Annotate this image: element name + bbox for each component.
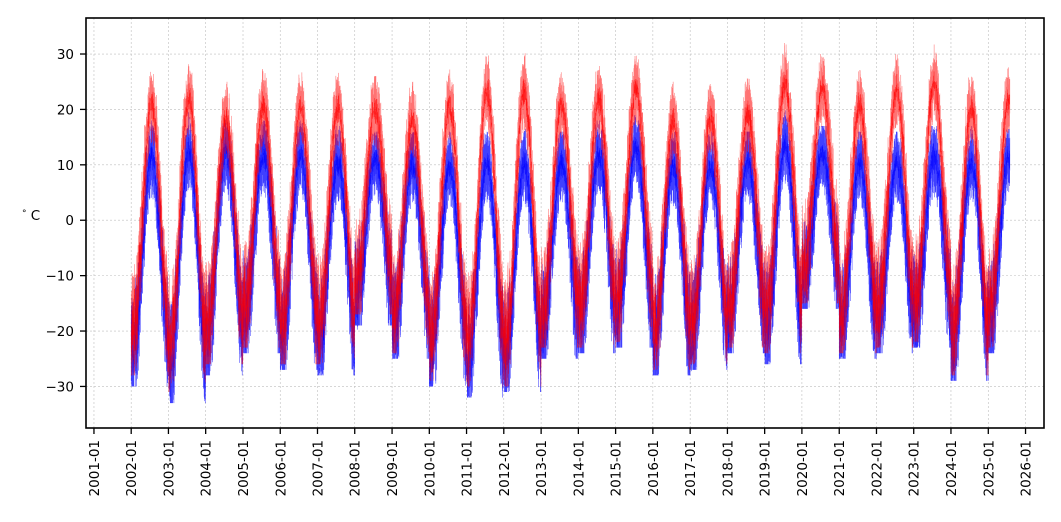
x-tick-label: 2016-01 [646, 440, 662, 496]
y-tick-label: 0 [65, 213, 74, 229]
grid-layer [86, 18, 1044, 428]
x-tick-label: 2020-01 [795, 440, 811, 496]
y-tick-label: −30 [46, 379, 75, 395]
series-layer [130, 42, 1011, 404]
y-tick-label: −20 [46, 324, 75, 340]
x-tick-label: 2003-01 [161, 440, 177, 496]
y-tick-label: −10 [46, 269, 75, 285]
x-tick-label: 2008-01 [348, 440, 364, 496]
y-tick-label: 20 [57, 102, 74, 118]
x-tick-label: 2011-01 [460, 440, 476, 496]
x-tick-label: 2024-01 [944, 440, 960, 496]
x-tick-label: 2014-01 [571, 440, 587, 496]
y-tick-label: 10 [57, 158, 74, 174]
plot-frame [85, 17, 1045, 429]
y-axis-label-degree: ° [22, 209, 27, 219]
x-tick-label: 2002-01 [124, 440, 140, 496]
x-tick-label: 2015-01 [609, 440, 625, 496]
x-tick-label: 2017-01 [683, 440, 699, 496]
x-tick-label: 2013-01 [534, 440, 550, 496]
x-tick-label: 2007-01 [310, 440, 326, 496]
x-tick-label: 2021-01 [832, 440, 848, 496]
series-1-line [131, 70, 1010, 374]
x-tick-label: 2026-01 [1019, 440, 1035, 496]
x-tick-label: 2025-01 [981, 440, 997, 496]
x-tick-label: 2019-01 [758, 440, 774, 496]
x-tick-label: 2001-01 [87, 440, 103, 496]
y-axis-label: ° C [22, 204, 40, 224]
y-tick-label: 30 [57, 47, 74, 63]
x-tick-label: 2012-01 [497, 440, 513, 496]
x-tick-label: 2023-01 [907, 440, 923, 496]
x-tick-label: 2022-01 [869, 440, 885, 496]
y-axis-label-unit: C [31, 208, 40, 224]
axis-layer: 30 20 10 0 −10 −20 −30 2001-01 2002-01 2003-01 200… [46, 47, 1035, 496]
x-tick-label: 2018-01 [720, 440, 736, 496]
x-tick-label: 2005-01 [236, 440, 252, 496]
x-tick-label: 2004-01 [199, 440, 215, 496]
x-tick-label: 2006-01 [273, 440, 289, 496]
x-tick-label: 2010-01 [422, 440, 438, 496]
series-1-range [130, 42, 1011, 392]
x-tick-label: 2009-01 [385, 440, 401, 496]
